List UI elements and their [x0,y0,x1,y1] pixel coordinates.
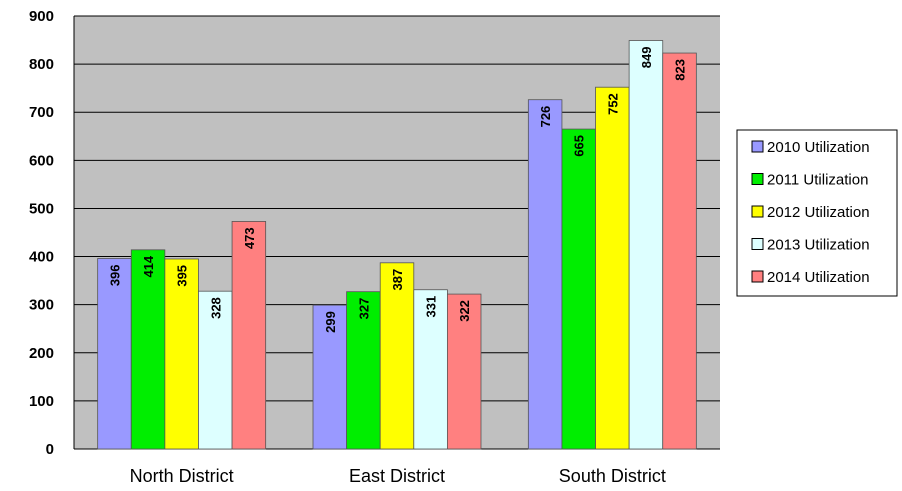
y-tick-label: 500 [29,200,54,217]
legend-entry-label: 2013 Utilization [767,237,870,254]
x-axis-category-labels: North District East District South Distric… [130,466,666,486]
bar [198,290,233,450]
legend-swatch [751,140,764,153]
bar [346,291,381,450]
bar-data-label: 328 [208,297,223,319]
bar [628,40,664,450]
y-tick-label: 400 [29,249,54,266]
bar-data-label: 395 [175,265,190,287]
y-tick-label: 900 [29,8,54,25]
bar-data-label: 327 [356,298,371,320]
bar-data-label: 849 [639,47,654,69]
bar [595,86,630,450]
bar-data-label: 396 [107,264,122,286]
bar-data-label: 726 [538,106,553,128]
bar [527,99,563,450]
legend-swatch [751,173,764,185]
legend-box [736,129,898,297]
bar [164,258,199,450]
legend-swatch [751,238,764,250]
bar-data-label: 299 [323,311,338,333]
bar [561,128,596,450]
bars: 396 414 395 328 473 299 327 387 331 322 726 665 752 8… [97,40,697,450]
bar [413,289,448,450]
y-tick-label: 300 [29,297,54,314]
y-tick-label: 200 [29,345,54,362]
legend-swatch [751,205,764,218]
bar [231,221,267,450]
legend-entry-label: 2014 Utilization [767,269,870,286]
bar [379,262,415,450]
bar-data-label: 387 [390,269,405,291]
y-tick-label: 600 [29,152,54,169]
x-category-label: South District [559,466,666,486]
bar-data-label: 322 [457,300,472,322]
bar [130,249,166,450]
bar-data-label: 473 [242,227,257,249]
bar-data-label: 331 [424,296,439,318]
bar [446,293,482,450]
bar-data-label: 752 [605,93,620,115]
bar-data-label: 665 [572,135,587,157]
bar [662,52,697,450]
legend-swatch [751,270,764,283]
y-tick-label: 700 [29,104,54,121]
y-tick-label: 0 [46,441,54,458]
bar-data-label: 414 [141,255,156,277]
y-tick-label: 100 [29,393,54,410]
legend-entry-label: 2012 Utilization [767,204,870,221]
legend-entry-label: 2011 Utilization [767,172,868,189]
y-tick-label: 800 [29,56,54,73]
x-category-label: North District [130,466,234,486]
legend-entry-label: 2010 Utilization [767,139,870,156]
y-axis-tick-labels: 0 100 200 300 400 500 600 700 800 900 [29,8,54,458]
bar-data-label: 823 [673,59,688,81]
legend: 2010 Utilization 2011 Utilization 2012 Uti… [736,129,898,297]
x-category-label: East District [349,466,445,486]
